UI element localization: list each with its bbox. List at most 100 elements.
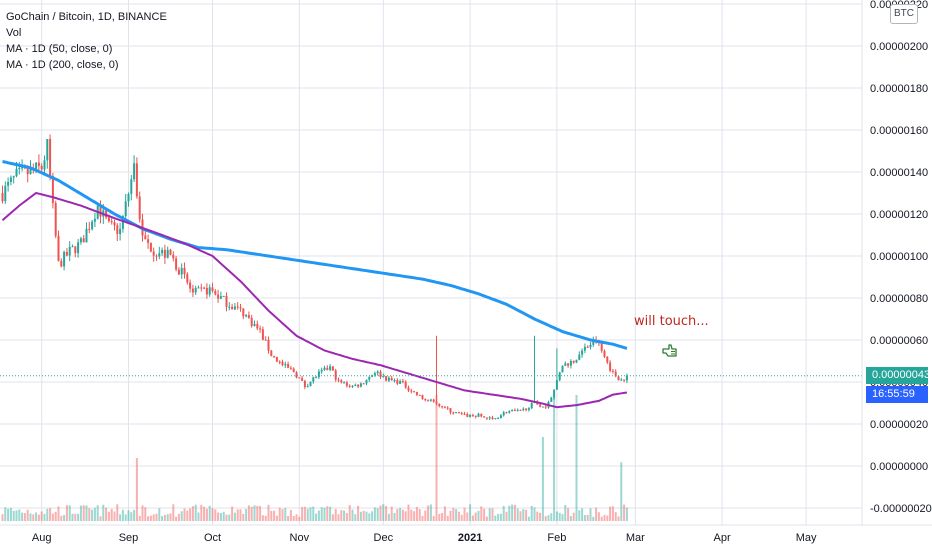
volume-bar	[606, 515, 609, 521]
volume-bar	[197, 512, 200, 521]
ma50-line	[1, 191, 628, 409]
candle-body	[620, 379, 623, 381]
volume-bar	[393, 512, 396, 521]
volume-bar	[264, 515, 267, 521]
candle-body	[107, 217, 110, 222]
time-tick-label: Mar	[626, 532, 645, 544]
volume-bar	[539, 512, 542, 521]
candle-body	[362, 383, 365, 385]
volume-bar	[592, 516, 595, 521]
volume-bar	[183, 508, 186, 521]
bar-countdown-label: 16:55:59	[866, 386, 928, 404]
volume-bar	[547, 515, 550, 521]
volume-bar	[74, 513, 77, 521]
candle-body	[614, 371, 617, 377]
volume-bar	[236, 509, 239, 521]
volume-bar	[474, 512, 477, 521]
candle-body	[555, 380, 558, 390]
candle-body	[256, 323, 259, 329]
candle-body	[211, 287, 214, 292]
candle-body	[175, 258, 178, 270]
candle-body	[499, 415, 502, 419]
volume-bar	[536, 511, 539, 521]
candle-body	[343, 382, 346, 384]
price-axis[interactable]: 0.000002200.000002000.000001800.00000160…	[870, 0, 932, 515]
candle-body	[477, 413, 480, 417]
volume-bar	[253, 505, 256, 521]
candle-body	[63, 251, 66, 267]
candle-body	[231, 306, 234, 310]
volume-bar	[211, 508, 214, 521]
volume-bar	[15, 510, 18, 521]
candle-body	[7, 181, 10, 186]
volume-bar	[449, 510, 452, 521]
volume-bar	[572, 512, 575, 521]
candle-body	[413, 391, 416, 393]
candle-body	[435, 401, 438, 404]
candle-body	[558, 372, 561, 381]
price-tick-label: 0.00000140	[870, 167, 928, 179]
candle-body	[113, 222, 116, 226]
currency-badge[interactable]: BTC	[890, 4, 918, 24]
volume-bar	[63, 514, 66, 521]
candle-body	[253, 323, 256, 327]
volume-bar	[625, 507, 628, 521]
volume-bar	[250, 506, 253, 521]
volume-bar	[455, 509, 458, 521]
volume-bar	[415, 506, 418, 521]
candle-body	[273, 356, 276, 358]
candle-body	[373, 373, 376, 376]
volume-bar	[457, 511, 460, 521]
volume-bar	[429, 504, 432, 521]
volume-bar	[222, 511, 225, 521]
volume-bar	[82, 505, 85, 521]
volume-bar	[438, 514, 441, 521]
volume-bar	[362, 510, 365, 521]
volume-bar	[376, 508, 379, 521]
candle-body	[85, 228, 88, 243]
candle-body	[172, 254, 175, 259]
volume-bar	[348, 504, 351, 521]
candle-body	[466, 413, 469, 417]
candle-body	[147, 239, 150, 243]
time-axis[interactable]: Aug Sep Oct Nov Dec 2021 Feb Mar Apr May	[32, 532, 817, 544]
volume-bar	[225, 514, 228, 521]
candle-body	[611, 370, 614, 372]
volume-bar	[502, 505, 505, 521]
candle-body	[387, 377, 390, 381]
candle-body	[74, 246, 77, 254]
volume-bar	[287, 515, 290, 521]
candle-body	[351, 385, 354, 387]
volume-bar	[424, 510, 427, 521]
volume-bar	[365, 511, 368, 521]
candle-body	[60, 260, 63, 267]
volume-bar	[205, 508, 208, 521]
candle-body	[516, 409, 519, 411]
candlesticks	[1, 134, 628, 421]
volume-bar	[611, 506, 614, 521]
ma200-indicator-label[interactable]: MA · 1D (200, close, 0)	[6, 59, 119, 71]
candle-body	[247, 315, 250, 318]
volume-bar	[315, 513, 318, 521]
pointing-hand-icon	[662, 344, 677, 357]
candle-body	[441, 406, 444, 408]
volume-bar	[79, 505, 82, 521]
volume-bar	[214, 509, 217, 521]
symbol-title[interactable]: GoChain / Bitcoin, 1D, BINANCE	[6, 11, 167, 23]
candle-body	[99, 205, 102, 217]
price-tick-label: 0.00000060	[870, 335, 928, 347]
volume-bar	[191, 506, 194, 521]
candle-body	[365, 379, 368, 384]
volume-bar	[289, 509, 292, 521]
volume-bar	[323, 507, 326, 521]
volume-bar	[432, 516, 435, 521]
volume-bar	[49, 508, 52, 521]
ma50-indicator-label[interactable]: MA · 1D (50, close, 0)	[6, 43, 113, 55]
volume-bar	[519, 511, 522, 521]
volume-indicator-label[interactable]: Vol	[6, 27, 22, 39]
candle-body	[421, 395, 424, 400]
candle-body	[149, 242, 152, 252]
candle-body	[303, 380, 306, 388]
candle-body	[133, 163, 136, 180]
